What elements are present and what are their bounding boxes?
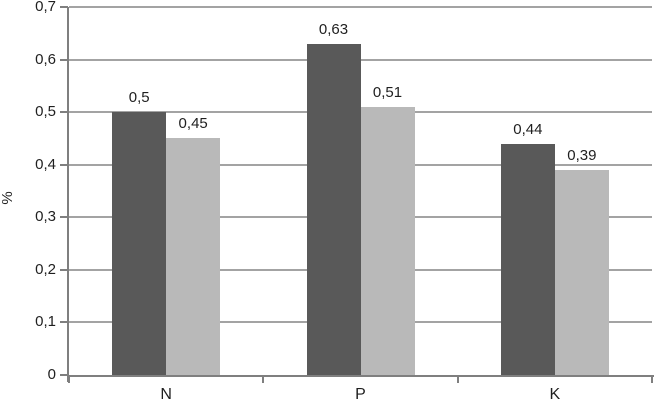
y-axis-tick	[60, 321, 68, 324]
y-axis-tick	[60, 58, 68, 61]
y-tick-label: 0,5	[35, 103, 56, 121]
bar-K-light-gray-series	[554, 169, 609, 375]
y-axis-tick	[60, 268, 68, 271]
bar-P-light-gray-series	[360, 106, 415, 375]
bar-value-label: 0,63	[318, 20, 349, 38]
bar-K-dark-gray-series	[500, 143, 555, 375]
y-axis-tick	[60, 374, 68, 376]
bar-value-label: 0,44	[513, 120, 543, 138]
y-axis-tick	[60, 216, 68, 219]
bar-value-label: 0,39	[567, 146, 597, 164]
x-axis-line	[67, 375, 654, 377]
y-tick-label: 0,7	[35, 0, 56, 15]
y-tick-label: 0,4	[35, 155, 56, 173]
plot-area	[69, 6, 652, 375]
x-axis-tick	[68, 376, 70, 383]
y-axis-tick	[60, 111, 68, 114]
y-tick-label: 0,6	[35, 50, 56, 68]
y-axis-title: %	[0, 191, 16, 205]
y-tick-label: 0	[47, 366, 56, 383]
bar-P-dark-gray-series	[306, 43, 361, 375]
y-axis-tick	[60, 6, 68, 8]
y-axis-tick	[60, 163, 68, 166]
bar-value-label: 0,5	[128, 89, 150, 107]
y-tick-label: 0,3	[35, 208, 56, 226]
y-axis-line	[67, 7, 69, 382]
bar-value-label: 0,45	[178, 115, 208, 133]
x-category-label: P	[355, 386, 366, 403]
gridline	[69, 6, 652, 8]
x-axis-tick	[262, 376, 265, 383]
x-category-label: N	[160, 386, 172, 403]
x-category-label: K	[549, 386, 561, 403]
bar-value-label: 0,51	[372, 83, 403, 101]
gridline	[69, 58, 652, 61]
bar-N-dark-gray-series	[112, 112, 167, 375]
bar-N-light-gray-series	[166, 138, 221, 375]
x-axis-tick	[651, 376, 653, 383]
y-tick-label: 0,2	[35, 260, 56, 278]
x-axis-tick	[456, 376, 459, 383]
y-tick-label: 0,1	[35, 313, 56, 331]
